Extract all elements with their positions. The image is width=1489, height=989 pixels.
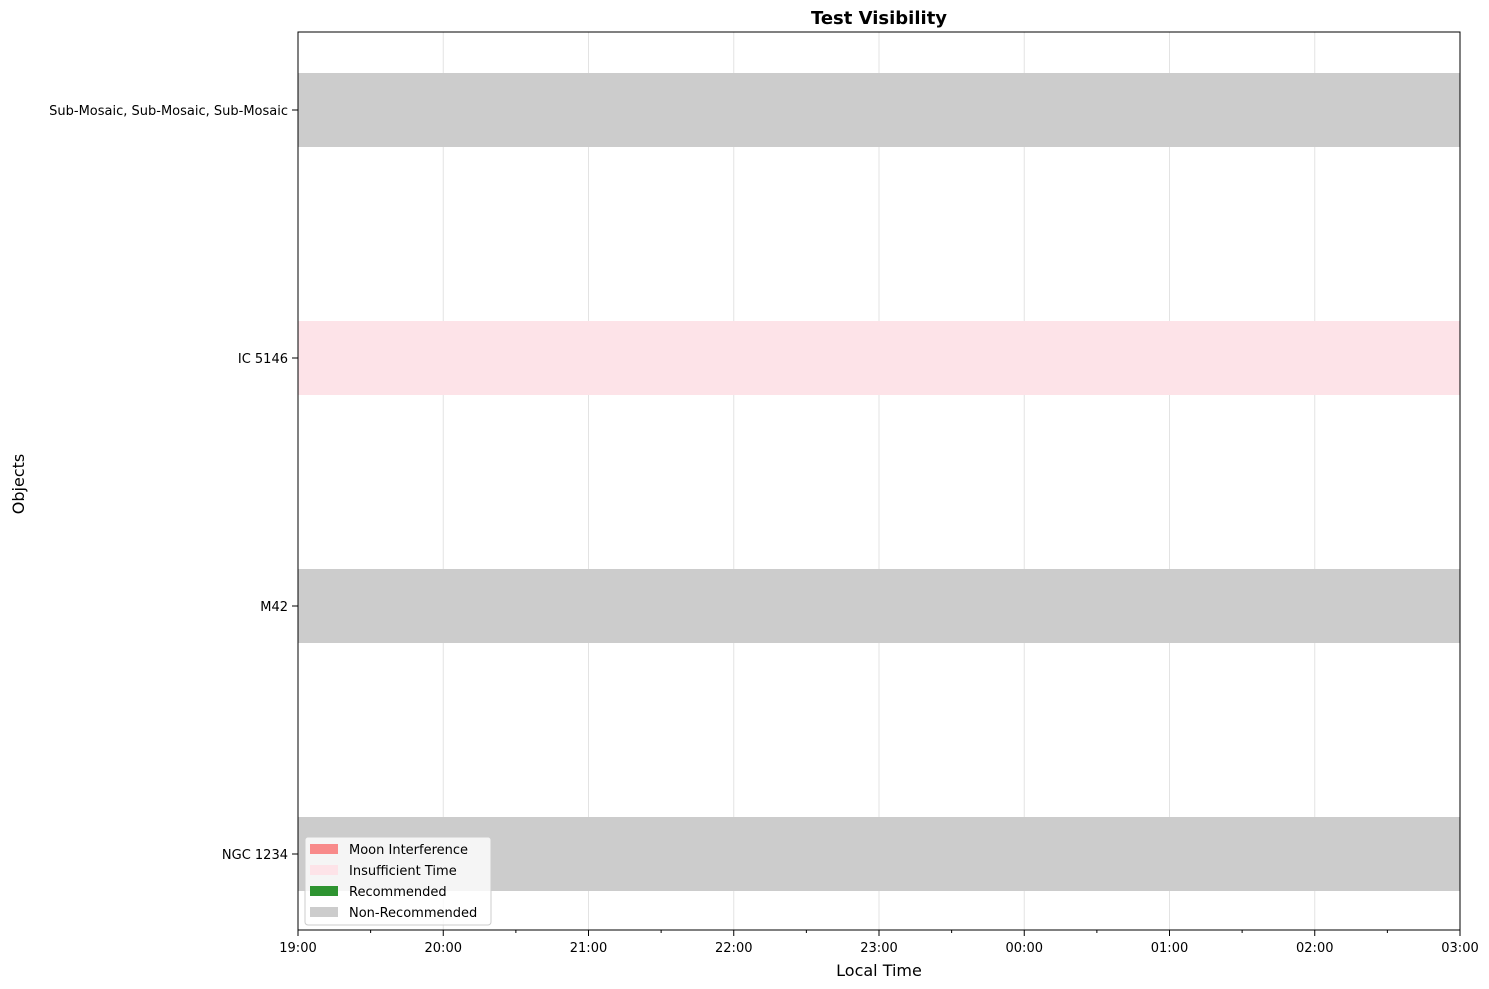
x-tick-label: 20:00 <box>425 941 462 956</box>
x-tick-label: 23:00 <box>860 941 897 956</box>
legend-label: Non-Recommended <box>349 906 477 921</box>
y-tick-label: NGC 1234 <box>222 848 288 863</box>
visibility-bar <box>298 321 1460 395</box>
x-axis-label: Local Time <box>836 961 922 980</box>
y-tick-label: Sub-Mosaic, Sub-Mosaic, Sub-Mosaic <box>49 104 288 119</box>
bars <box>298 73 1460 891</box>
x-tick-label: 02:00 <box>1296 941 1333 956</box>
legend-swatch <box>310 907 338 917</box>
legend-swatch <box>310 886 338 896</box>
legend-swatch <box>310 844 338 854</box>
visibility-bar <box>298 569 1460 643</box>
y-axis-ticks: NGC 1234 M42 IC 5146 Sub-Mosaic, Sub-Mosaic… <box>49 104 298 863</box>
legend-box <box>304 836 492 926</box>
legend-swatch <box>310 865 338 875</box>
chart-title: Test Visibility <box>811 8 947 29</box>
y-tick-label: IC 5146 <box>238 352 288 367</box>
x-tick-label: 21:00 <box>570 941 607 956</box>
grid-lines <box>442 32 1316 930</box>
y-axis-label: Objects <box>9 454 28 514</box>
visibility-bar <box>298 817 1460 891</box>
x-tick-label: 19:00 <box>279 941 316 956</box>
visibility-bar <box>298 73 1460 147</box>
legend-label: Recommended <box>349 885 447 900</box>
x-tick-label: 01:00 <box>1151 941 1188 956</box>
legend: Moon Interference Insufficient Time Recomm… <box>304 836 492 926</box>
x-axis-ticks: 19:00 20:00 21:00 22:00 23:00 00:00 01:00 02:00… <box>279 930 1479 956</box>
x-tick-label: 22:00 <box>715 941 752 956</box>
x-tick-label: 00:00 <box>1006 941 1043 956</box>
x-tick-label: 03:00 <box>1441 941 1478 956</box>
legend-label: Moon Interference <box>349 843 468 858</box>
legend-label: Insufficient Time <box>349 864 457 879</box>
y-tick-label: M42 <box>260 600 288 615</box>
